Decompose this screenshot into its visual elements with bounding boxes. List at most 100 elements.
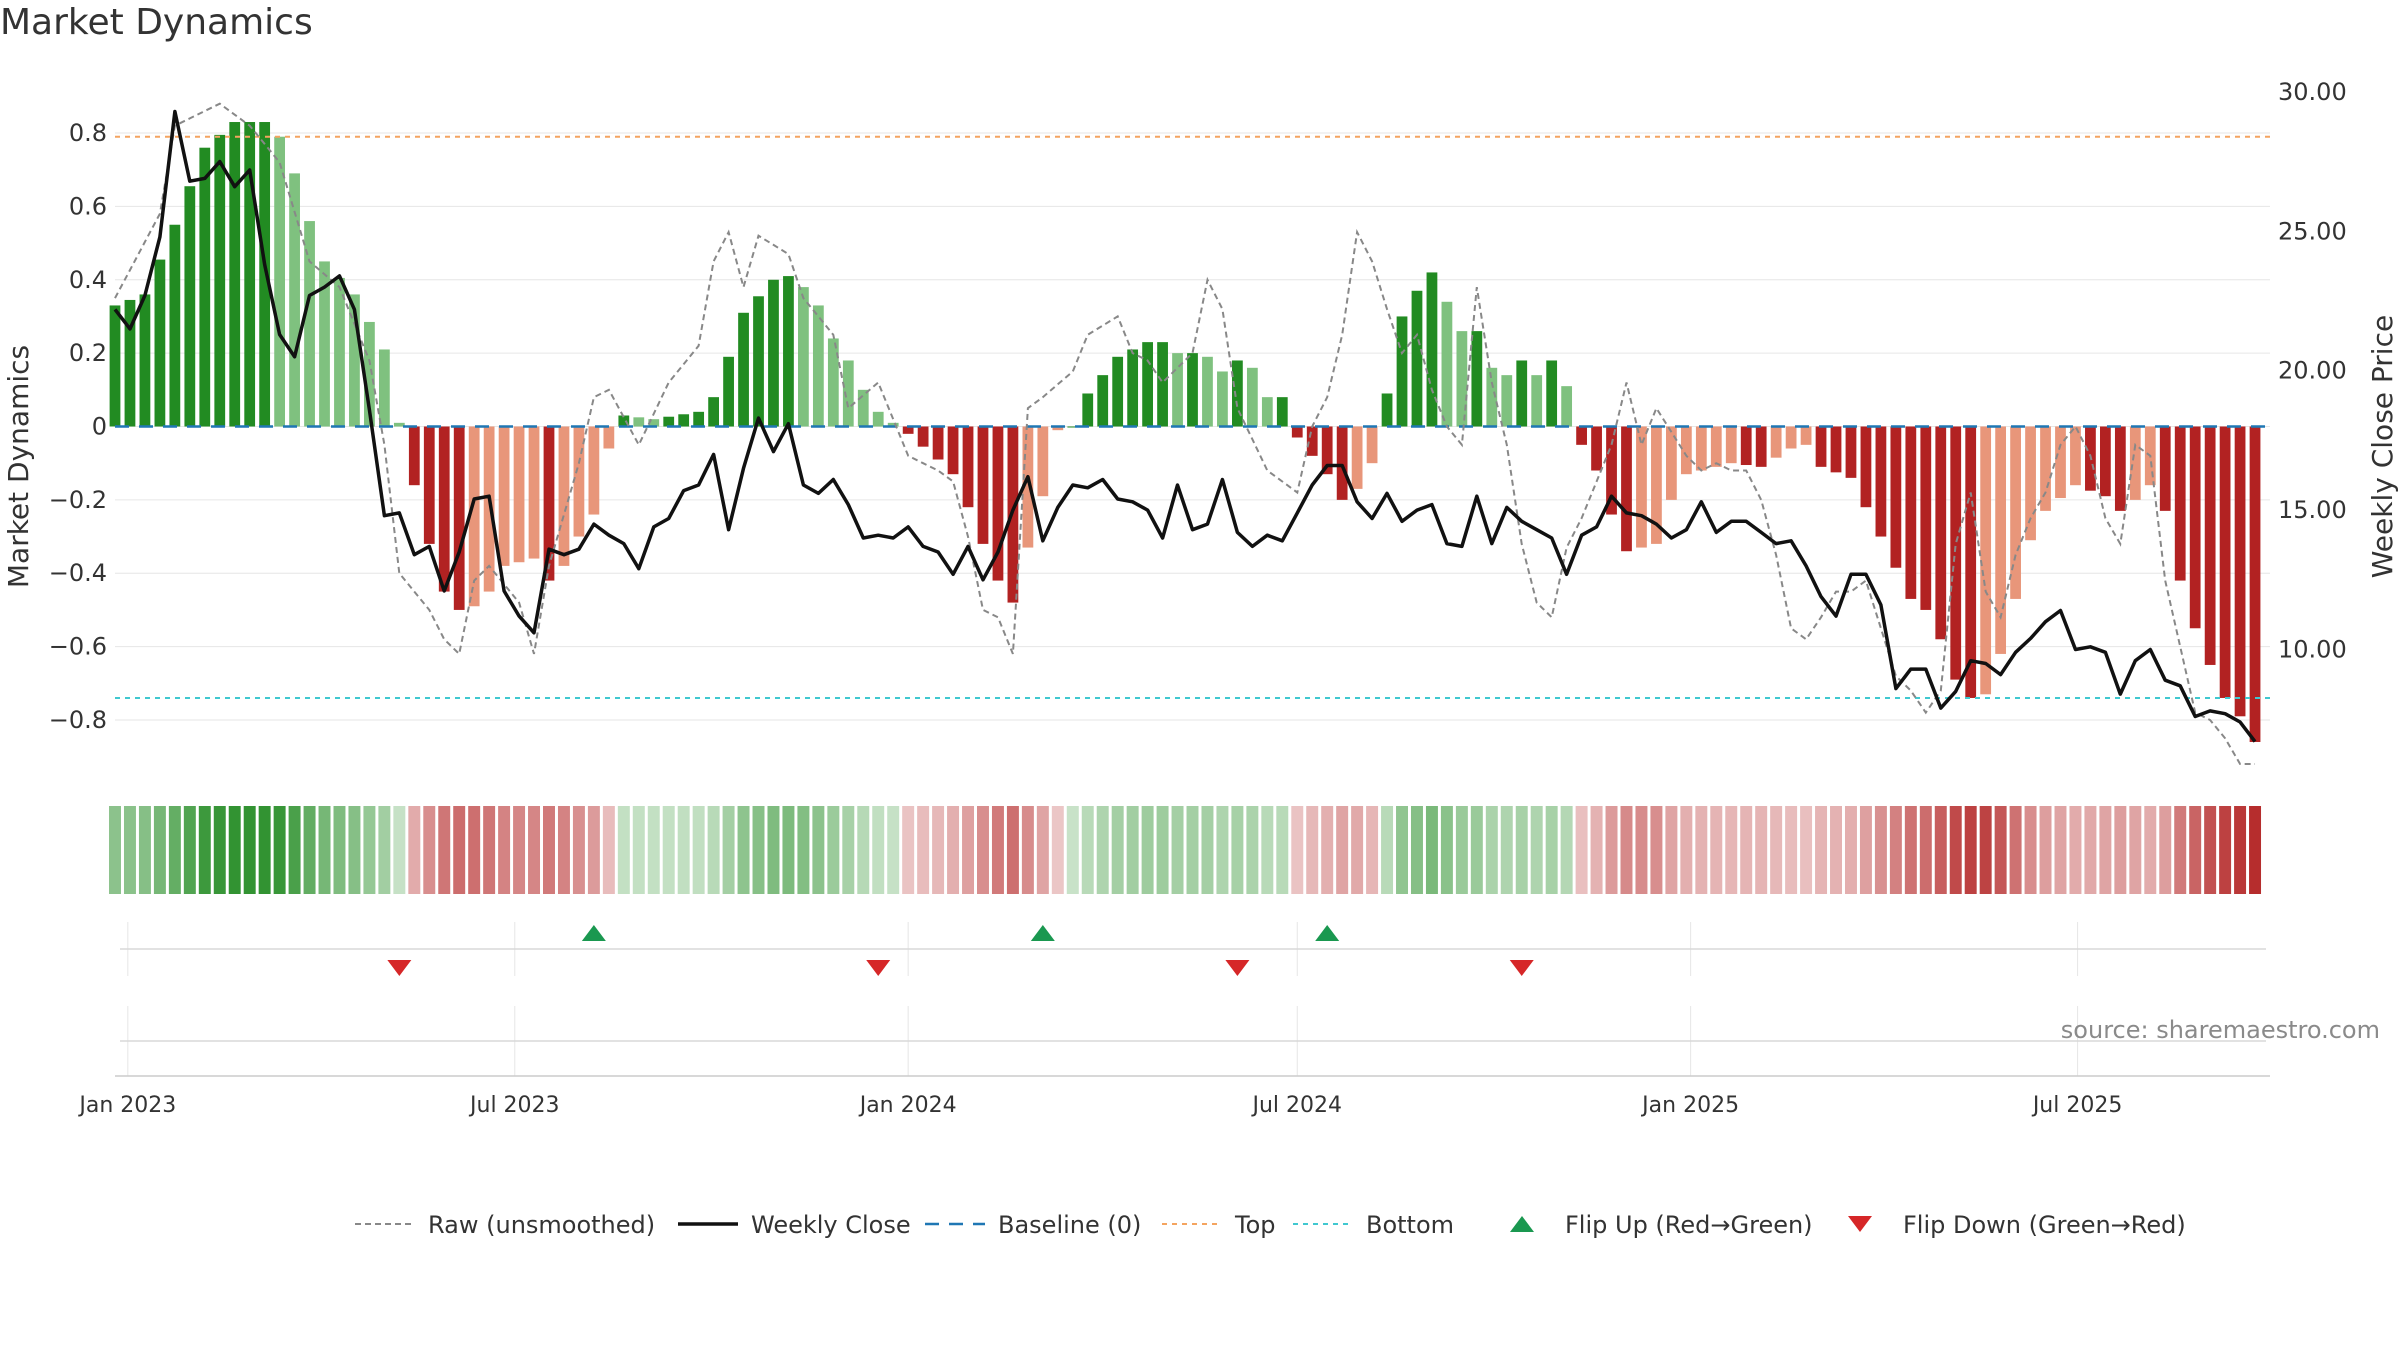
dynamics-bar [139, 294, 151, 427]
source-credit: source: sharemaestro.com [2060, 1016, 2380, 1044]
dynamics-bar [2040, 426, 2051, 511]
dynamics-bar [1067, 426, 1079, 428]
dynamics-bar [124, 299, 136, 427]
regime-cell [153, 806, 166, 894]
dynamics-bar [1666, 426, 1677, 500]
legend-item-flip-up: Flip Up (Red→Green) [1510, 1211, 1813, 1239]
dynamics-bars [109, 122, 2261, 742]
dynamics-bar [1785, 426, 1797, 449]
regime-cell [423, 806, 436, 894]
regime-cell [1440, 806, 1453, 894]
dynamics-bar [1636, 426, 1647, 548]
dynamics-bar [393, 422, 405, 427]
flip-up-marker [1315, 925, 1340, 941]
regime-cell [1515, 806, 1528, 894]
dynamics-bar [1366, 426, 1378, 464]
regime-cell [1740, 806, 1753, 894]
regime-cell [1949, 806, 1962, 894]
flip-markers-panel [120, 922, 2266, 976]
dynamics-bar [378, 349, 390, 427]
regime-cell [1695, 806, 1708, 894]
dynamics-bar [753, 296, 764, 427]
regime-cell [213, 806, 226, 894]
legend-label: Raw (unsmoothed) [428, 1211, 655, 1239]
regime-cell [378, 806, 391, 894]
regime-cell [1994, 806, 2007, 894]
dynamics-bar [1426, 272, 1438, 427]
y-right-tick-label: 15.00 [2278, 496, 2347, 524]
regime-cell [632, 806, 645, 894]
dynamics-bar [169, 224, 181, 427]
regime-cell [1246, 806, 1259, 894]
regime-cell [1171, 806, 1184, 894]
regime-cell [2024, 806, 2037, 894]
regime-cell [1830, 806, 1842, 894]
dynamics-bar [1561, 386, 1573, 427]
regime-cell [438, 806, 451, 894]
y-left-tick-label: 0.6 [69, 192, 107, 220]
dynamics-bar [2025, 426, 2036, 541]
dynamics-bar [1740, 426, 1752, 466]
regime-cell [393, 806, 406, 894]
dynamics-bar [1606, 426, 1617, 515]
regime-cell [303, 806, 316, 894]
y-right-tick-label: 20.00 [2278, 357, 2347, 385]
regime-cell [1141, 806, 1154, 894]
regime-cell [1126, 806, 1139, 894]
legend-item-bottom: Bottom [1293, 1211, 1454, 1239]
legend-label: Weekly Close [751, 1211, 911, 1239]
regime-cell [1964, 806, 1977, 894]
dynamics-bar [947, 426, 959, 475]
regime-cell [2099, 806, 2112, 894]
y-left-tick-label: −0.2 [49, 486, 107, 514]
regime-cell [602, 806, 615, 894]
dynamics-bar [1037, 426, 1049, 497]
regime-cell [1530, 806, 1543, 894]
flip-down-marker [1509, 960, 1534, 976]
legend-swatch-flip-down [1848, 1216, 1872, 1232]
regime-cell [1889, 806, 1902, 894]
y-left-tick-label: 0.4 [69, 266, 107, 294]
dynamics-bar [618, 415, 630, 427]
legend-label: Flip Down (Green→Red) [1903, 1211, 2186, 1239]
regime-cell [1620, 806, 1633, 894]
legend-item-raw: Raw (unsmoothed) [355, 1211, 655, 1239]
flip-down-marker [387, 960, 412, 976]
dynamics-bar [1725, 426, 1737, 464]
dynamics-bar [977, 426, 989, 544]
regime-cell [707, 806, 720, 894]
dynamics-bar [1232, 360, 1243, 427]
dynamics-bar [1381, 393, 1393, 427]
regime-cell [991, 806, 1004, 894]
dynamics-bar [992, 426, 1004, 581]
regime-cell [722, 806, 735, 894]
dynamics-bar [872, 411, 884, 427]
dynamics-bar [902, 426, 914, 434]
dynamics-bar [1291, 426, 1303, 438]
dynamics-bar [304, 221, 315, 427]
regime-cell [168, 806, 181, 894]
dynamics-bar [1680, 426, 1692, 475]
regime-cell [1470, 806, 1483, 894]
regime-cell [273, 806, 286, 894]
dynamics-bar [2204, 426, 2216, 665]
regime-cell [123, 806, 136, 894]
dynamics-bar [1516, 360, 1528, 427]
regime-cell [498, 806, 511, 894]
regime-cell [1919, 806, 1932, 894]
regime-cell [1725, 806, 1738, 894]
dynamics-bar [468, 426, 480, 607]
dynamics-bar [229, 122, 241, 427]
dynamics-bar [2070, 426, 2081, 486]
regime-cell [1081, 806, 1094, 894]
legend-item-close: Weekly Close [678, 1211, 911, 1239]
regime-cell [977, 806, 989, 894]
dynamics-bar [2010, 426, 2021, 599]
y-left-tick-label: 0.8 [69, 119, 107, 147]
regime-cell [198, 806, 211, 894]
x-tick-label: Jan 2024 [858, 1093, 957, 1118]
legend-item-top: Top [1162, 1211, 1276, 1239]
x-tick-label: Jul 2024 [1250, 1093, 1342, 1118]
dynamics-bar [1456, 331, 1468, 427]
dynamics-bar [1052, 426, 1064, 431]
